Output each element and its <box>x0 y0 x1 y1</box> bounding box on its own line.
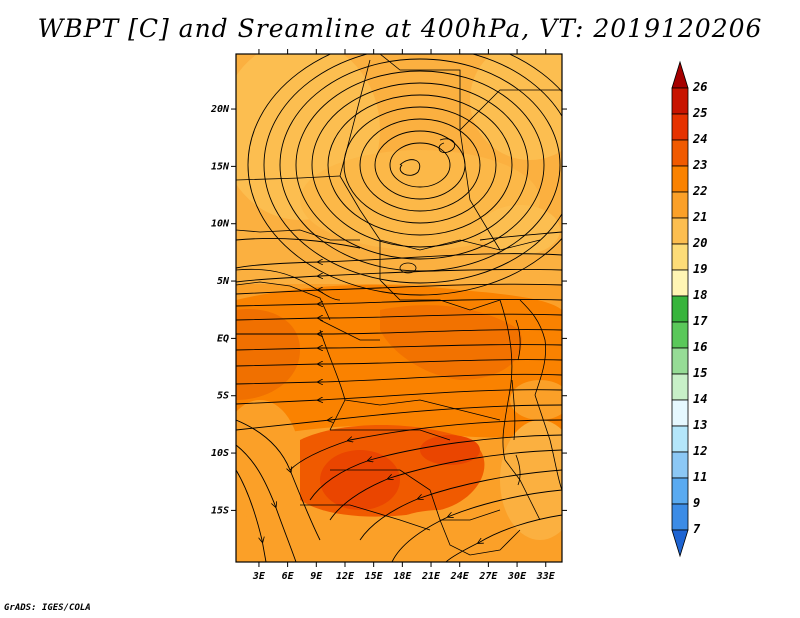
colorbar-swatch <box>671 191 689 219</box>
colorbar-label: 14 <box>693 392 707 406</box>
lat-label: EQ <box>217 333 229 344</box>
colorbar-swatch <box>671 321 689 349</box>
colorbar-label: 25 <box>692 106 707 120</box>
lat-label: 10N <box>211 219 230 230</box>
colorbar-swatch <box>671 139 689 167</box>
lat-label: 15N <box>211 161 230 172</box>
colorbar-label: 11 <box>693 470 707 484</box>
zonal-streamlines <box>236 231 562 562</box>
country-borders <box>236 54 562 556</box>
colorbar-label: 24 <box>692 132 707 146</box>
colorbar-label: 9 <box>693 496 700 510</box>
credit-text: GrADS: IGES/COLA <box>4 603 91 613</box>
colorbar-top-triangle <box>671 60 689 89</box>
colorbar-swatch <box>671 165 689 193</box>
colorbar-swatch <box>671 347 689 375</box>
colorbar-label: 26 <box>692 80 707 94</box>
lon-label: 9E <box>310 571 323 582</box>
colorbar-swatch <box>671 399 689 427</box>
colorbar-swatch <box>671 503 689 531</box>
colorbar-label: 12 <box>693 444 707 458</box>
lat-label: 15S <box>211 505 229 516</box>
lat-label: 10S <box>211 448 229 459</box>
colorbar-swatch <box>671 243 689 271</box>
colorbar-label: 18 <box>693 288 707 302</box>
colorbar-label: 22 <box>692 184 707 198</box>
colorbar-swatch <box>671 451 689 479</box>
lon-label: 3E <box>252 571 266 582</box>
colorbar-label: 7 <box>693 522 701 536</box>
colorbar-swatch <box>671 425 689 453</box>
colorbar-swatch <box>671 477 689 505</box>
colorbar-label: 23 <box>692 158 707 172</box>
colorbar-swatch <box>671 373 689 401</box>
lon-label: 18E <box>393 571 412 582</box>
colorbar-swatch <box>671 113 689 141</box>
lat-label: 5S <box>217 391 229 402</box>
colorbar-swatch <box>671 295 689 323</box>
lon-label: 12E <box>336 571 355 582</box>
lon-label: 15E <box>365 571 384 582</box>
colorbar-label: 20 <box>692 236 707 250</box>
colorbar-swatch <box>671 217 689 245</box>
colorbar-label: 13 <box>693 418 707 432</box>
colorbar-label: 21 <box>692 210 707 224</box>
colorbar-label: 16 <box>693 340 707 354</box>
colorbar-label: 17 <box>693 314 708 328</box>
cyclone-swirl <box>247 54 562 296</box>
colorbar-label: 19 <box>693 262 707 276</box>
map-frame <box>235 53 563 563</box>
colorbar-bottom-triangle <box>671 529 689 558</box>
lon-label: 21E <box>421 571 441 582</box>
colorbar-swatch <box>671 269 689 297</box>
lon-label: 27E <box>478 571 498 582</box>
lakes <box>399 262 521 486</box>
temperature-field <box>236 54 562 562</box>
lon-label: 24E <box>450 571 470 582</box>
longitude-axis: 3E 6E 9E 12E 15E 18E 21E 24E 27E 30E 33E <box>252 49 556 582</box>
colorbar: 26 25 24 23 22 21 20 19 18 17 16 15 14 13 12 11 9 7 <box>671 60 708 558</box>
colorbar-swatch <box>671 87 689 115</box>
lon-label: 6E <box>282 571 295 582</box>
latitude-axis: 20N 15N 10N 5N EQ 5S 10S 15S <box>210 104 567 516</box>
lon-label: 33E <box>536 571 556 582</box>
lat-label: 20N <box>210 104 230 115</box>
streamlines <box>236 54 562 562</box>
lon-label: 30E <box>507 571 527 582</box>
colorbar-label: 15 <box>693 366 707 380</box>
lat-label: 5N <box>217 276 230 287</box>
map-title: WBPT [C] and Sreamline at 400hPa, VT: 20… <box>37 14 763 43</box>
